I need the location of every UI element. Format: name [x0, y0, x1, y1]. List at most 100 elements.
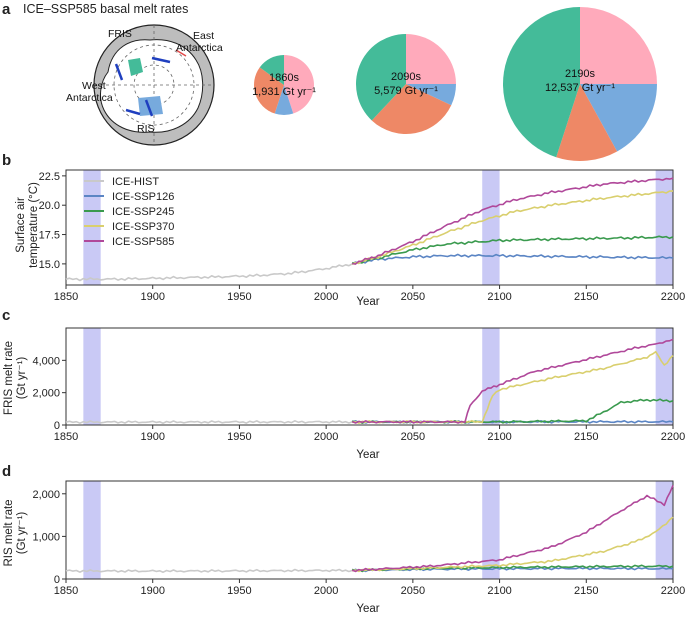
legend-label: ICE-SSP245 — [112, 206, 174, 218]
fris-region — [128, 58, 143, 76]
pie-slice-west-antarctica — [556, 84, 618, 161]
x-tick-label: 1900 — [140, 585, 164, 597]
x-tick-label: 2000 — [314, 431, 338, 443]
panel-a-title: ICE–SSP585 basal melt rates — [23, 2, 188, 16]
series-line-ice-ssp370 — [352, 350, 674, 424]
highlight-span — [83, 170, 101, 285]
legend-label: ICE-SSP370 — [112, 221, 174, 233]
pie-period-label: 1860s — [269, 72, 299, 84]
y-axis-label-line1: Surface air — [15, 197, 27, 253]
series-line-ice-ssp126 — [351, 253, 674, 265]
y-tick-label: 0 — [54, 574, 60, 586]
legend: ICE-HIST ICE-SSP126 ICE-SSP245 ICE-SSP370 IC… — [84, 176, 174, 248]
panel-b: b Surface air temperature (°C) Year 1850… — [2, 152, 685, 308]
antarctica-map: FRIS East Antarctica West Antarctica RIS — [66, 24, 223, 146]
panel-c: c FRIS melt rate (Gt yr⁻¹) Year 1850 1900… — [2, 307, 685, 461]
highlight-span — [83, 481, 101, 579]
x-axis-label: Year — [356, 603, 379, 615]
y-tick-label: 2,000 — [32, 388, 60, 400]
pie-slice-ris — [274, 85, 294, 115]
y-tick-label: 0 — [54, 420, 60, 432]
y-axis-label-line1: FRIS melt rate — [3, 341, 15, 415]
plot-frame — [65, 480, 674, 580]
y-axis-label: Surface air temperature (°C) — [15, 182, 40, 268]
highlight-span — [655, 170, 673, 285]
highlight-span — [655, 481, 673, 579]
series-line-ice-ssp245 — [351, 235, 674, 265]
boundary-marker — [144, 99, 154, 117]
x-tick-label: 2000 — [314, 291, 338, 303]
highlight-span — [83, 328, 101, 425]
boundary-marker — [151, 56, 171, 64]
highlight-span — [482, 328, 500, 425]
panel-a-letter: a — [2, 1, 11, 18]
x-tick-label: 1850 — [54, 431, 78, 443]
label-ris: RIS — [137, 123, 155, 135]
x-tick-label: 2150 — [574, 431, 598, 443]
pie-2190s: 2190s 12,537 Gt yr⁻¹ — [503, 7, 657, 161]
plot-frame — [65, 169, 674, 286]
y-axis-label: RIS melt rate (Gt yr⁻¹) — [3, 499, 28, 566]
y-tick-label: 20.0 — [39, 200, 60, 212]
y-axis-label-line2: (Gt yr⁻¹) — [16, 512, 28, 555]
pie-period-label: 2090s — [391, 71, 421, 83]
pie-total-label: 12,537 Gt yr⁻¹ — [545, 82, 615, 94]
x-tick-label: 2100 — [487, 291, 511, 303]
pie-slice-east-antarctica — [406, 34, 456, 84]
series-line-ice-ssp585 — [352, 177, 674, 265]
pie-slice-west-antarctica — [254, 67, 284, 114]
panel-c-letter: c — [2, 307, 10, 324]
x-tick-label: 2050 — [401, 431, 425, 443]
series-line-ice-ssp585 — [351, 338, 674, 424]
series-line-ice-hist — [65, 568, 353, 573]
y-tick-label: 4,000 — [32, 355, 60, 367]
y-axis-label-line2: (Gt yr⁻¹) — [16, 357, 28, 400]
x-tick-label: 2100 — [487, 585, 511, 597]
label-west-antarctica-2: Antarctica — [66, 92, 113, 104]
x-tick-label: 1950 — [227, 431, 251, 443]
x-tick-label: 2200 — [661, 431, 685, 443]
series-line-ice-ssp245 — [351, 398, 674, 424]
x-tick-label: 2150 — [574, 291, 598, 303]
series-line-ice-ssp370 — [351, 190, 673, 266]
x-tick-label: 1900 — [140, 431, 164, 443]
label-east-antarctica: East — [193, 30, 214, 42]
pie-2090s: 2090s 5,579 Gt yr⁻¹ — [356, 34, 456, 134]
x-tick-label: 1850 — [54, 585, 78, 597]
x-tick-label: 2200 — [661, 585, 685, 597]
x-axis-label: Year — [356, 296, 379, 308]
y-tick-label: 15.0 — [39, 259, 60, 271]
y-tick-label: 22.5 — [39, 171, 60, 183]
pie-period-label: 2190s — [565, 68, 595, 80]
y-axis-label: FRIS melt rate (Gt yr⁻¹) — [3, 341, 28, 415]
x-tick-label: 2150 — [574, 585, 598, 597]
series-line-ice-ssp370 — [351, 516, 674, 573]
y-tick-label: 17.5 — [39, 230, 60, 242]
pie-total-label: 5,579 Gt yr⁻¹ — [374, 85, 438, 97]
x-tick-label: 1950 — [227, 585, 251, 597]
pie-slice-ris — [406, 84, 456, 106]
x-tick-label: 1900 — [140, 291, 164, 303]
legend-label: ICE-SSP585 — [112, 236, 174, 248]
highlight-span — [482, 170, 500, 285]
pie-slice-east-antarctica — [284, 55, 314, 114]
y-tick-label: 2,000 — [32, 489, 60, 501]
boundary-marker — [175, 49, 187, 57]
pie-1860s: 1860s 1,931 Gt yr⁻¹ — [252, 55, 316, 115]
pie-slice-fris — [356, 34, 406, 121]
highlight-span — [482, 481, 500, 579]
y-axis-label-line1: RIS melt rate — [3, 499, 15, 566]
boundary-marker — [125, 108, 141, 116]
x-tick-label: 2000 — [314, 585, 338, 597]
pie-slice-fris — [503, 7, 580, 158]
ris-region — [138, 96, 163, 116]
legend-label: ICE-SSP126 — [112, 191, 174, 203]
panel-d-letter: d — [2, 463, 11, 480]
ice-sheet-outline — [100, 39, 204, 133]
plot-frame — [65, 327, 674, 426]
y-tick-label: 1,000 — [32, 531, 60, 543]
x-tick-label: 2050 — [401, 291, 425, 303]
x-tick-label: 1950 — [227, 291, 251, 303]
panel-b-letter: b — [2, 152, 11, 169]
